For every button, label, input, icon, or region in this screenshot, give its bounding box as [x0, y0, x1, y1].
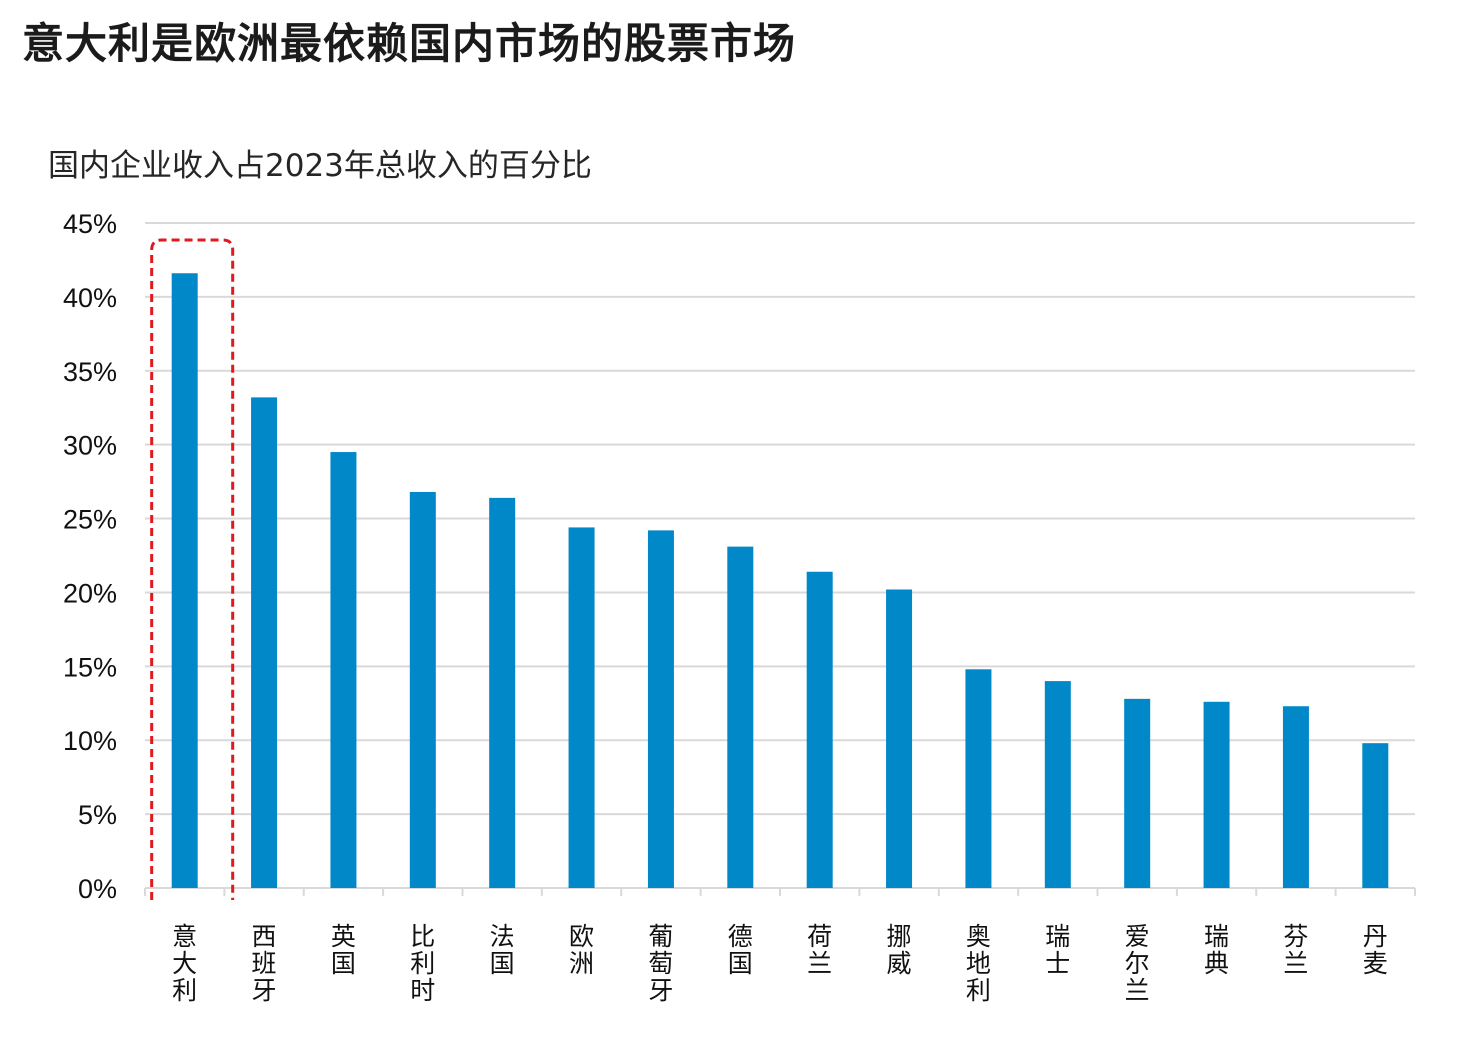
- y-tick-label: 10%: [63, 726, 117, 756]
- bar: [886, 589, 913, 888]
- highlight-box: [150, 238, 235, 900]
- y-tick-label: 30%: [63, 431, 117, 461]
- bar: [251, 397, 278, 888]
- bar: [965, 669, 992, 888]
- bar: [1362, 743, 1389, 888]
- y-tick-label: 45%: [63, 209, 117, 239]
- y-tick-label: 5%: [78, 800, 117, 830]
- bar: [409, 491, 436, 888]
- bar: [1203, 701, 1230, 888]
- x-tick-label: 比利时: [410, 922, 435, 1005]
- x-tick-label: 挪威: [887, 922, 912, 978]
- bar: [647, 530, 674, 888]
- bar: [806, 571, 833, 888]
- x-tick-label: 法国: [490, 922, 515, 978]
- x-tick-label: 丹麦: [1363, 922, 1388, 978]
- bar: [171, 273, 198, 888]
- y-tick-label: 15%: [63, 652, 117, 682]
- page-title: 意大利是欧洲最依赖国内市场的股票市场: [22, 19, 797, 68]
- bar: [568, 527, 595, 888]
- y-tick-label: 20%: [63, 578, 117, 608]
- x-tick-label: 欧洲: [569, 922, 594, 978]
- bar: [489, 497, 516, 888]
- y-tick-label: 40%: [63, 283, 117, 313]
- chart-title: 国内企业收入占2023年总收入的百分比: [48, 148, 592, 184]
- x-tick-label: 荷兰: [807, 922, 832, 978]
- bar: [1124, 698, 1151, 888]
- x-tick-label: 爱尔兰: [1125, 922, 1150, 1005]
- bar: [1282, 706, 1309, 888]
- x-tick-label: 葡萄牙: [648, 922, 673, 1005]
- x-tick-label: 瑞士: [1045, 922, 1070, 978]
- x-tick-label: 奥地利: [966, 922, 991, 1005]
- x-tick-label: 意大利: [172, 922, 197, 1005]
- y-tick-label: 25%: [63, 505, 117, 535]
- y-tick-label: 35%: [63, 357, 117, 387]
- bar: [1044, 681, 1071, 888]
- x-tick-label: 英国: [331, 922, 356, 978]
- x-tick-label: 西班牙: [252, 922, 277, 1005]
- x-tick-label: 芬兰: [1283, 922, 1308, 978]
- bar: [727, 546, 754, 888]
- x-tick-label: 德国: [728, 922, 753, 978]
- bar: [330, 452, 357, 888]
- x-tick-label: 瑞典: [1204, 922, 1229, 978]
- y-tick-label: 0%: [78, 874, 117, 904]
